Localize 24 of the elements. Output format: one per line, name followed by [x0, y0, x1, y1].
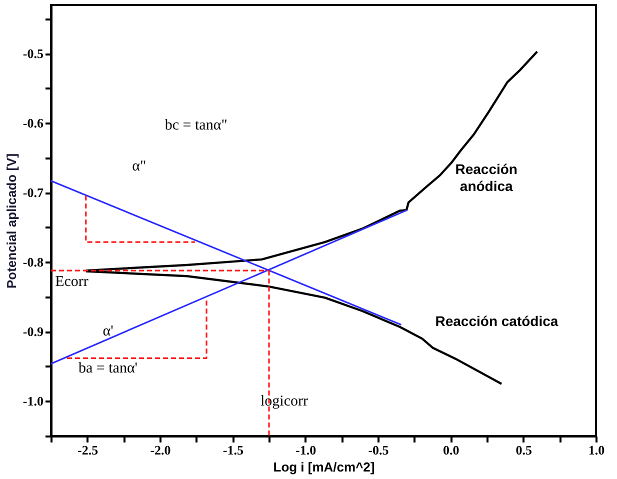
- x-tick-label: -0.5: [368, 442, 390, 458]
- annotation: Ecorr: [55, 274, 88, 290]
- x-tick-label: -2.0: [150, 442, 171, 458]
- annotation: logicorr: [260, 393, 308, 410]
- x-tick-label: -1.5: [222, 442, 244, 458]
- x-tick-label: 0.0: [443, 442, 460, 458]
- annotation: ba = tanα': [78, 360, 138, 377]
- x-axis-title: Log i [mA/cm^2]: [273, 460, 375, 474]
- y-tick-label: -0.6: [22, 116, 44, 131]
- annotation: bc = tanα": [164, 117, 228, 134]
- y-tick-label: -1.0: [22, 394, 44, 409]
- y-tick-label: -0.8: [22, 254, 44, 270]
- y-axis-title: Potencial aplicado [V]: [4, 153, 19, 289]
- x-tick-label: 1.0: [588, 442, 605, 458]
- y-tick-label: -0.7: [22, 185, 44, 200]
- x-tick-label: 0.5: [516, 442, 532, 458]
- annotation: Reacción catódica: [435, 313, 558, 330]
- annotation: Reacción anódica: [455, 160, 518, 194]
- y-tick-label: -0.9: [22, 324, 44, 340]
- annotation: α': [102, 323, 114, 340]
- x-tick-label: -1.0: [296, 442, 316, 458]
- annotation: α": [132, 158, 146, 175]
- y-tick-label: -0.5: [22, 46, 44, 62]
- x-tick-label: -2.5: [78, 442, 99, 458]
